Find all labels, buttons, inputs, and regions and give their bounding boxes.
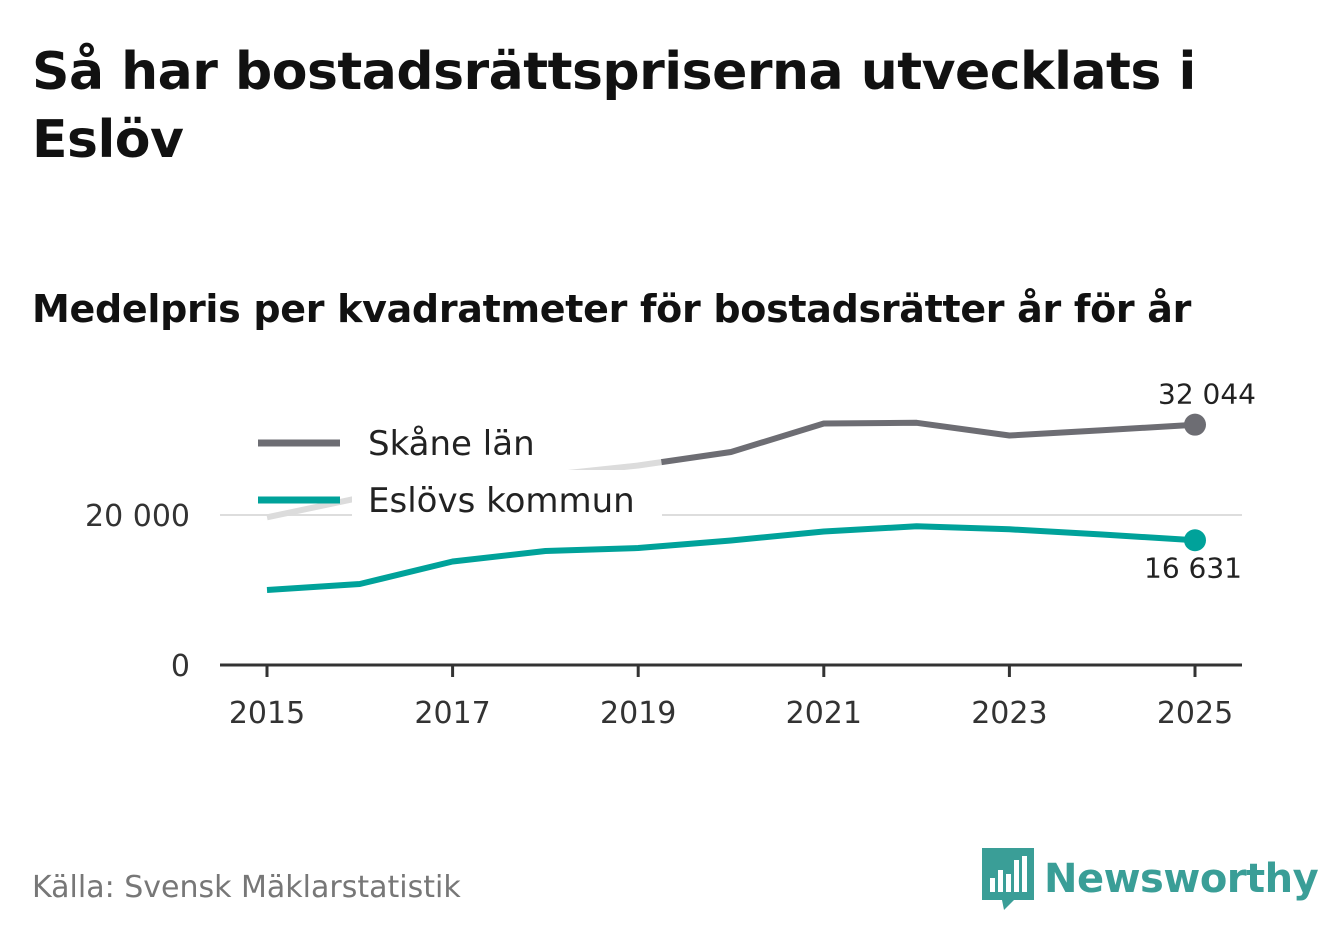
chart-title: Så har bostadsrättspriserna utvecklats i… <box>32 42 1196 170</box>
x-tick-label: 2015 <box>229 696 305 731</box>
x-tick-label: 2023 <box>971 696 1047 731</box>
x-tick-label: 2017 <box>414 696 490 731</box>
y-tick-label: 0 <box>171 649 190 684</box>
data-label-eslov-2025: 16 631 <box>1144 551 1242 584</box>
x-tick-label: 2021 <box>786 696 862 731</box>
legend-label-eslov: Eslövs kommun <box>368 481 635 521</box>
chart-subtitle: Medelpris per kvadratmeter för bostadsrä… <box>32 287 1192 331</box>
data-label-skane-2025: 32 044 <box>1158 378 1256 411</box>
end-marker-skane <box>1184 413 1206 436</box>
series-line-eslov <box>266 523 1196 593</box>
source-note: Källa: Svensk Mäklarstatistik <box>32 870 461 905</box>
legend-background <box>352 470 662 518</box>
y-tick-label: 20 000 <box>85 499 190 534</box>
series-line-skane <box>660 419 1196 466</box>
end-marker-eslov <box>1184 529 1206 552</box>
bar-chart-speech-bubble-icon <box>982 848 1034 910</box>
newsworthy-logo: Newsworthy <box>982 848 1319 910</box>
logo-text: Newsworthy <box>1044 856 1319 902</box>
legend-label-skane: Skåne län <box>368 424 535 464</box>
x-tick-label: 2025 <box>1157 696 1233 731</box>
x-tick-label: 2019 <box>600 696 676 731</box>
